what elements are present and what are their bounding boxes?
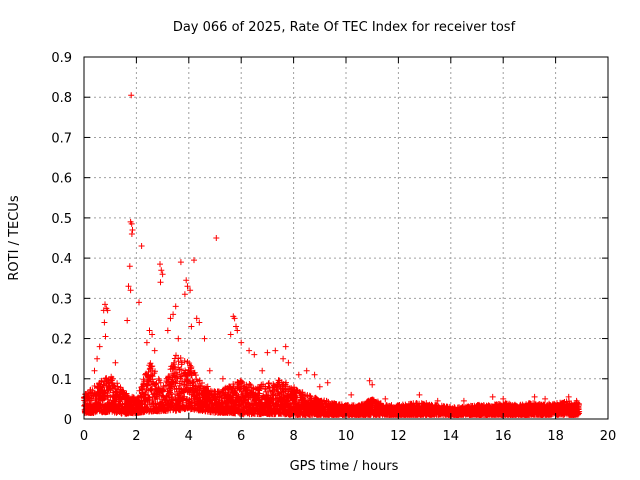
y-tick-label: 0.9: [51, 51, 72, 66]
x-tick-label: 12: [390, 429, 407, 444]
y-tick-label: 0.7: [51, 131, 72, 146]
y-axis-label: ROTI / TECUs: [7, 195, 22, 280]
y-tick-label: 0.6: [51, 172, 72, 187]
x-tick-label: 8: [289, 429, 297, 444]
x-tick-label: 18: [547, 429, 564, 444]
x-tick-label: 4: [185, 429, 193, 444]
y-tick-label: 0.2: [51, 333, 72, 348]
x-tick-label: 20: [600, 429, 617, 444]
y-tick-label: 0.3: [51, 292, 72, 307]
x-tick-label: 0: [80, 429, 88, 444]
y-tick-label: 0.1: [51, 373, 72, 388]
x-tick-label: 10: [338, 429, 355, 444]
x-tick-label: 14: [443, 429, 460, 444]
x-axis-label: GPS time / hours: [290, 459, 399, 474]
x-axis-ticks: 0 2 4 6 8 10 12 14 16 18 20: [80, 57, 616, 444]
y-tick-label: 0.5: [51, 212, 72, 227]
grid-lines: [84, 57, 608, 419]
chart-title: Day 066 of 2025, Rate Of TEC Index for r…: [173, 20, 516, 35]
x-tick-label: 2: [132, 429, 140, 444]
x-tick-label: 16: [495, 429, 512, 444]
scatter-markers: [81, 92, 583, 418]
data-points: [81, 92, 583, 418]
y-tick-label: 0: [64, 413, 72, 428]
y-tick-label: 0.8: [51, 91, 72, 106]
y-axis-ticks: 0 0.1 0.2 0.3 0.4 0.5 0.6 0.7 0.8 0.9: [51, 51, 608, 428]
x-tick-label: 6: [237, 429, 245, 444]
y-tick-label: 0.4: [51, 252, 72, 267]
